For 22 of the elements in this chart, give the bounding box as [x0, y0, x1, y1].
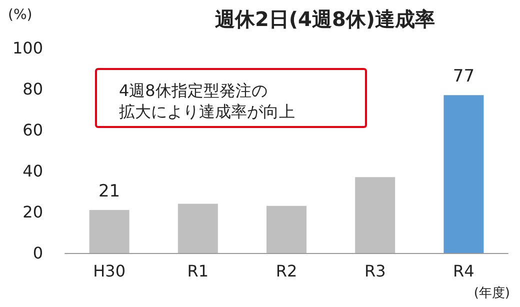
y-tick-label: 0: [32, 244, 43, 262]
bar: [355, 177, 396, 253]
data-label: 77: [452, 66, 475, 87]
data-label: 21: [98, 181, 120, 202]
y-tick-label: 100: [12, 38, 43, 58]
chart-title: 週休2日(4週8休)達成率: [214, 7, 436, 31]
y-axis-title: (%): [8, 7, 32, 23]
x-tick-label: H30: [93, 262, 126, 280]
bar: [266, 206, 306, 253]
x-tick-label: R4: [453, 262, 474, 280]
y-tick-label: 40: [22, 162, 43, 180]
annotation: 4週8休指定型発注の拡大により達成率が向上: [95, 68, 367, 128]
y-tick-label: 20: [22, 202, 43, 222]
bar: [178, 204, 218, 253]
y-tick-label: 80: [22, 80, 43, 98]
x-axis-title: (年度): [474, 285, 510, 301]
bar: [444, 95, 484, 253]
x-tick-label: R3: [364, 262, 386, 280]
bar: [89, 210, 130, 253]
x-tick-label: R1: [187, 262, 209, 280]
y-tick-label: 60: [22, 120, 43, 140]
x-tick-label: R2: [276, 262, 298, 280]
